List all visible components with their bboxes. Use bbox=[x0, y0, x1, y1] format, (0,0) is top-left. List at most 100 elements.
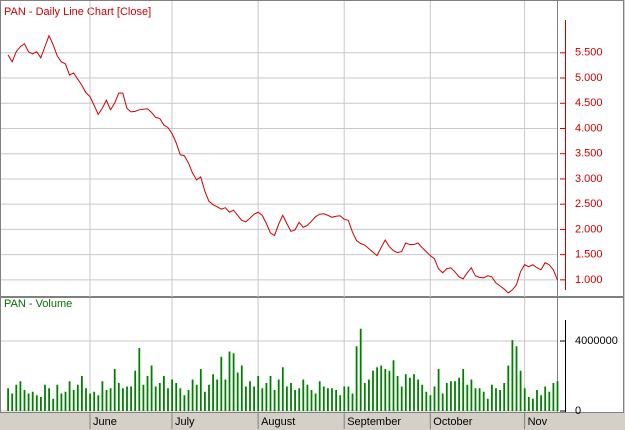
volume-bar bbox=[404, 374, 407, 411]
volume-bar bbox=[105, 390, 108, 411]
volume-bar bbox=[257, 376, 260, 411]
volume-bar bbox=[138, 348, 141, 411]
volume-bar bbox=[532, 398, 534, 411]
volume-bar bbox=[48, 388, 50, 411]
volume-bar bbox=[199, 369, 202, 411]
y-tick-label: 2.000 bbox=[575, 223, 603, 235]
y-tick-label: 4000000 bbox=[575, 335, 618, 347]
volume-bar bbox=[158, 383, 161, 411]
volume-bar bbox=[204, 391, 206, 411]
volume-bar bbox=[134, 370, 137, 411]
volume-bar bbox=[433, 386, 436, 411]
volume-bar bbox=[11, 393, 14, 411]
volume-bar bbox=[167, 388, 169, 411]
volume-bar bbox=[544, 386, 547, 411]
volume-bar bbox=[56, 384, 59, 411]
price-title: PAN - Daily Line Chart [Close] bbox=[4, 6, 151, 18]
volume-bar bbox=[466, 384, 469, 411]
volume-bar bbox=[318, 381, 321, 411]
volume-bar bbox=[400, 386, 403, 411]
volume-bar bbox=[536, 390, 538, 411]
volume-bar bbox=[474, 388, 477, 411]
volume-bar bbox=[445, 383, 448, 411]
volume-bar bbox=[310, 390, 313, 411]
volume-bar bbox=[478, 388, 481, 411]
volume-bar bbox=[52, 398, 55, 411]
volume-bar bbox=[150, 365, 153, 411]
volume-bar bbox=[458, 377, 460, 411]
volume-bar bbox=[339, 395, 342, 411]
x-tick-label: July bbox=[175, 416, 195, 428]
volume-bar bbox=[19, 381, 22, 411]
volume-bar bbox=[23, 390, 26, 411]
volume-bar bbox=[335, 390, 337, 411]
volume-bar bbox=[491, 384, 493, 411]
price-line bbox=[7, 34, 558, 294]
y-tick-label: 3.000 bbox=[575, 173, 603, 185]
volume-bar bbox=[388, 370, 391, 411]
volume-bar bbox=[277, 379, 280, 411]
volume-bar bbox=[261, 388, 264, 411]
volume-bar bbox=[368, 379, 370, 411]
volume-bar bbox=[462, 369, 465, 411]
volume-bar bbox=[187, 390, 190, 411]
volume-bar bbox=[298, 388, 301, 411]
volume-bar bbox=[60, 393, 63, 411]
volume-bar bbox=[175, 383, 178, 411]
volume-bar bbox=[130, 386, 132, 411]
volume-bar bbox=[93, 391, 96, 411]
volume-bar bbox=[331, 388, 333, 411]
volume-bar bbox=[450, 381, 452, 411]
volume-bar bbox=[552, 383, 555, 411]
volume-bar bbox=[503, 383, 506, 411]
volume-bar bbox=[347, 386, 350, 411]
x-tick-label: June bbox=[93, 416, 117, 428]
volume-bar bbox=[355, 346, 358, 411]
volume-bar bbox=[208, 384, 210, 411]
volume-bar bbox=[81, 376, 83, 411]
volume-bar bbox=[240, 365, 243, 411]
volume-bar bbox=[425, 391, 428, 411]
volume-bar bbox=[413, 374, 415, 411]
volume-bar bbox=[122, 388, 124, 411]
volume-bar bbox=[146, 376, 149, 411]
volume-bar bbox=[154, 386, 157, 411]
volume-bar bbox=[454, 381, 456, 411]
volume-bar bbox=[486, 398, 489, 411]
volume-bar bbox=[306, 384, 309, 411]
volume-bar bbox=[429, 395, 432, 411]
volume-bar bbox=[15, 384, 18, 411]
y-tick-label: 5.500 bbox=[575, 47, 603, 59]
volume-bar bbox=[495, 388, 497, 411]
volume-bar bbox=[273, 390, 276, 411]
volume-bar bbox=[249, 381, 251, 411]
volume-bar bbox=[44, 384, 46, 411]
volume-bar bbox=[97, 395, 100, 411]
volume-bar bbox=[216, 379, 219, 411]
x-tick-label: October bbox=[433, 416, 472, 428]
volume-bar bbox=[179, 388, 182, 411]
volume-bar bbox=[68, 381, 71, 411]
volume-bar bbox=[343, 386, 346, 411]
volume-bar bbox=[76, 384, 79, 411]
volume-bar bbox=[228, 351, 231, 411]
y-tick-label: 4.000 bbox=[575, 122, 603, 134]
volume-bar bbox=[527, 397, 530, 411]
volume-bar bbox=[220, 356, 223, 411]
volume-bar bbox=[232, 353, 235, 411]
volume-bar bbox=[64, 391, 67, 411]
volume-bar bbox=[548, 391, 551, 411]
volume-bar bbox=[31, 391, 34, 411]
volume-bar bbox=[417, 379, 419, 411]
volume-bar bbox=[72, 390, 75, 411]
volume-bar bbox=[507, 365, 510, 411]
volume-bar bbox=[421, 384, 424, 411]
volume-bar bbox=[163, 376, 165, 411]
volume-bar bbox=[437, 369, 440, 411]
y-tick-label: 4.500 bbox=[575, 97, 603, 109]
y-tick-label: 1.000 bbox=[575, 274, 603, 286]
volume-bar bbox=[511, 340, 514, 411]
volume-bar bbox=[294, 390, 296, 411]
volume-bar bbox=[224, 379, 227, 411]
x-tick-label: August bbox=[261, 416, 295, 428]
